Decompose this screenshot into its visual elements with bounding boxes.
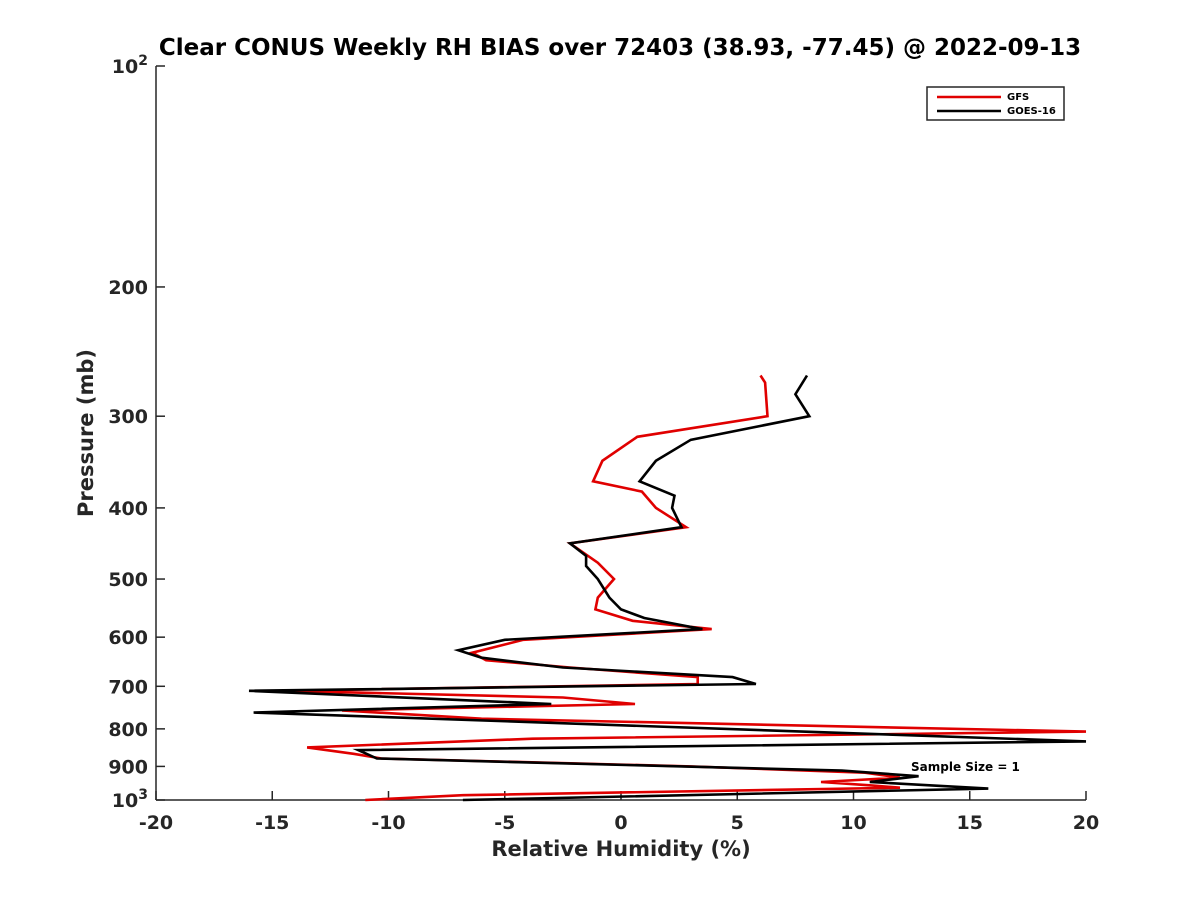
- x-tick-label: 10: [840, 812, 866, 834]
- x-tick-label: -10: [371, 812, 405, 834]
- y-tick-label: 500: [108, 569, 148, 591]
- series-line-goes16: [248, 374, 1087, 802]
- x-ticks: -20 -15 -10 -5 0 5 10 15 20: [139, 791, 1099, 834]
- x-tick-label: 15: [957, 812, 983, 834]
- y-tick-label: 400: [108, 498, 148, 520]
- y-axis-label: Pressure (mb): [74, 349, 98, 517]
- y-tick-label: 102: [112, 53, 148, 78]
- legend-label-goes16: GOES-16: [1007, 106, 1056, 117]
- y-tick-label: 600: [108, 627, 148, 649]
- x-axis-label: Relative Humidity (%): [491, 837, 750, 861]
- y-tick-label: 800: [108, 719, 148, 741]
- x-tick-label: -5: [494, 812, 515, 834]
- legend-box: [926, 86, 1065, 121]
- y-tick-label: 300: [108, 406, 148, 428]
- legend-label-gfs: GFS: [1007, 92, 1029, 103]
- y-tick-label: 700: [108, 676, 148, 698]
- x-tick-label: 0: [614, 812, 627, 834]
- y-ticks: 102 200 300 400 500 600 700 800 900 103: [108, 53, 165, 812]
- x-tick-label: -15: [255, 812, 289, 834]
- chart-title: Clear CONUS Weekly RH BIAS over 72403 (3…: [159, 35, 1081, 61]
- y-tick-label: 103: [112, 787, 148, 812]
- y-tick-label: 900: [108, 756, 148, 778]
- x-tick-label: -20: [139, 812, 173, 834]
- series-lines: [248, 374, 1087, 802]
- x-tick-label: 20: [1073, 812, 1099, 834]
- legend: GFS GOES-16: [926, 86, 1065, 121]
- x-tick-label: 5: [731, 812, 744, 834]
- sample-size-annotation: Sample Size = 1: [911, 760, 1020, 774]
- y-tick-label: 200: [108, 277, 148, 299]
